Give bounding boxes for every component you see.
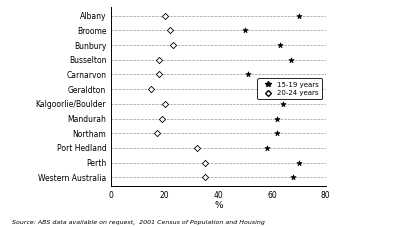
Point	[295, 14, 302, 17]
Point	[202, 161, 208, 164]
Point	[279, 102, 286, 106]
X-axis label: %: %	[214, 201, 223, 210]
Point	[290, 175, 297, 179]
Point	[154, 131, 160, 135]
Text: Source: ABS data available on request,  2001 Census of Population and Housing: Source: ABS data available on request, 2…	[12, 220, 265, 225]
Point	[274, 131, 280, 135]
Legend: 15-19 years, 20-24 years: 15-19 years, 20-24 years	[257, 78, 322, 99]
Point	[162, 14, 168, 17]
Point	[295, 161, 302, 164]
Point	[159, 117, 165, 120]
Point	[156, 58, 163, 62]
Point	[170, 43, 176, 47]
Point	[202, 175, 208, 179]
Point	[156, 73, 163, 76]
Point	[282, 87, 289, 91]
Point	[162, 102, 168, 106]
Point	[242, 29, 249, 32]
Point	[148, 87, 154, 91]
Point	[263, 146, 270, 150]
Point	[245, 73, 251, 76]
Point	[274, 117, 280, 120]
Point	[277, 43, 283, 47]
Point	[167, 29, 173, 32]
Point	[194, 146, 200, 150]
Point	[287, 58, 294, 62]
